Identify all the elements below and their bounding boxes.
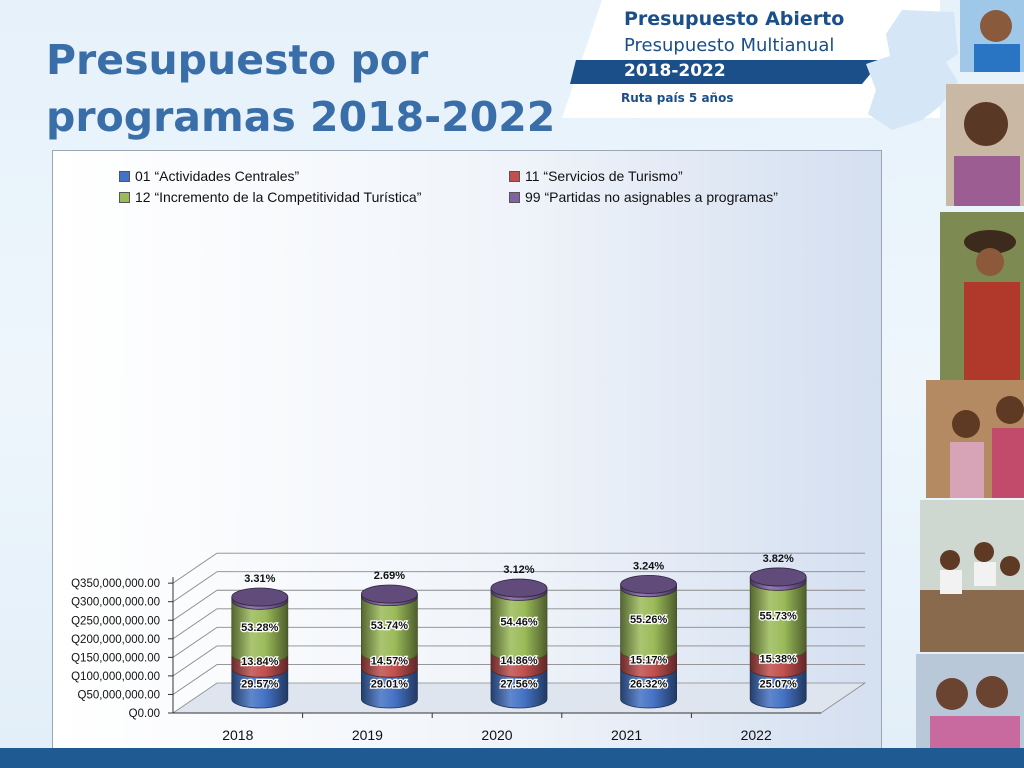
legend-item-01: 01 “Actividades Centrales” <box>119 168 299 184</box>
data-label: 3.31% <box>244 573 275 585</box>
map-guatemala-icon <box>866 10 958 130</box>
gridline-diagonal <box>172 589 218 621</box>
legend-label-99: 99 “Partidas no asignables a programas” <box>525 189 778 205</box>
legend-item-11: 11 “Servicios de Turismo” <box>509 168 683 184</box>
data-label: 55.73% <box>760 610 798 622</box>
y-tick-label: Q250,000,000.00 <box>71 615 160 627</box>
chart-panel: 01 “Actividades Centrales” 11 “Servicios… <box>52 150 882 754</box>
photo-girls <box>916 654 1024 748</box>
bar-top-cap <box>490 578 548 598</box>
data-label: 15.38% <box>760 654 798 666</box>
bar-top-cap <box>231 587 289 607</box>
data-label: 15.17% <box>630 654 668 666</box>
gridline-diagonal <box>172 664 218 695</box>
legend-item-12: 12 “Incremento de la Competitividad Turí… <box>119 189 421 205</box>
logo-background <box>562 0 940 118</box>
bar-top-cap <box>620 574 677 594</box>
y-tick-label: Q200,000,000.00 <box>71 634 160 646</box>
x-tick-label: 2018 <box>222 727 253 743</box>
y-tick-label: Q150,000,000.00 <box>71 652 160 664</box>
logo-tagline: Ruta país 5 años <box>621 91 734 105</box>
data-label: 29.57% <box>241 679 279 691</box>
y-tick-label: Q300,000,000.00 <box>71 597 160 609</box>
y-tick-label: Q0.00 <box>129 708 160 720</box>
bar-top-cap <box>749 567 807 587</box>
logo-years: 2018-2022 <box>624 61 726 81</box>
data-label: 26.32% <box>630 679 668 691</box>
x-tick-label: 2020 <box>481 727 512 743</box>
x-tick-label: 2022 <box>741 727 772 743</box>
y-tick-label: Q50,000,000.00 <box>78 689 161 701</box>
photo-classroom <box>920 500 1024 652</box>
page-title-line1: Presupuesto por <box>46 36 429 84</box>
data-label: 3.12% <box>503 564 534 576</box>
logo-subtitle: Presupuesto Multianual <box>624 35 835 56</box>
legend-item-99: 99 “Partidas no asignables a programas” <box>509 189 778 205</box>
gridline-diagonal <box>172 552 218 584</box>
photo-strip <box>916 0 1024 748</box>
legend-label-01: 01 “Actividades Centrales” <box>135 168 300 184</box>
data-label: 13.84% <box>241 656 279 668</box>
gridline-diagonal <box>172 608 218 640</box>
page-title-line2: programas 2018-2022 <box>46 93 556 141</box>
data-label: 53.28% <box>241 622 279 634</box>
legend-swatch-12 <box>119 191 130 203</box>
data-label: 14.86% <box>500 655 538 667</box>
data-label: 53.74% <box>371 620 409 632</box>
y-tick-label: Q100,000,000.00 <box>71 671 160 683</box>
legend-label-12: 12 “Incremento de la Competitividad Turí… <box>135 189 422 205</box>
data-label: 14.57% <box>371 656 409 668</box>
photo-farmer <box>940 212 1024 380</box>
photo-boy <box>960 0 1024 72</box>
photo-girl <box>946 84 1024 206</box>
y-tick-label: Q350,000,000.00 <box>71 578 160 590</box>
x-tick-label: 2019 <box>352 727 383 743</box>
x-tick-label: 2021 <box>611 727 642 743</box>
legend-swatch-01 <box>119 170 130 182</box>
data-label: 55.26% <box>630 614 668 626</box>
bottom-bar <box>0 748 1024 768</box>
data-label: 29.01% <box>371 679 409 691</box>
gridline-diagonal <box>172 626 218 658</box>
data-label: 3.24% <box>633 560 664 572</box>
page-title: Presupuesto por programas 2018-2022 <box>46 32 555 146</box>
data-label: 3.82% <box>763 553 794 565</box>
bar-top-cap <box>360 584 418 604</box>
gridline-diagonal <box>172 571 218 603</box>
gridline-diagonal <box>172 645 218 677</box>
photo-children <box>926 380 1024 498</box>
data-label: 27.56% <box>500 679 538 691</box>
legend-swatch-11 <box>509 170 520 182</box>
data-label: 54.46% <box>500 617 538 629</box>
legend-swatch-99 <box>509 191 520 203</box>
logo-title: Presupuesto Abierto <box>624 8 845 30</box>
chart-svg: Q0.00 Q50,000,000.00 Q100,000,000.00 Q150,0… <box>71 552 867 743</box>
data-label: 2.69% <box>374 570 405 582</box>
data-label: 25.07% <box>760 679 798 691</box>
legend-label-11: 11 “Servicios de Turismo” <box>525 168 683 184</box>
